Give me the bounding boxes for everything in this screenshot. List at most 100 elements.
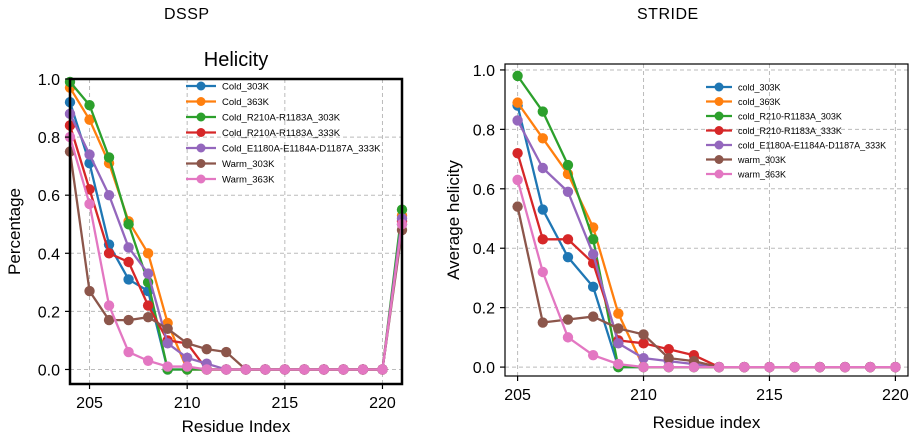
data-point	[84, 285, 95, 297]
data-point	[512, 201, 523, 212]
data-point	[123, 314, 134, 326]
y-tick-label: 0.4	[38, 246, 60, 263]
y-tick-label: 1.0	[38, 72, 60, 89]
data-point	[638, 338, 649, 349]
legend-label: cold_R210-R1183A_333K	[738, 126, 842, 136]
data-point	[181, 361, 193, 372]
data-point	[562, 251, 574, 263]
y-axis-label: Average helicity	[444, 160, 463, 280]
data-point	[84, 149, 95, 160]
legend-swatch-marker	[196, 159, 206, 168]
data-point	[103, 189, 115, 201]
data-point	[562, 314, 574, 325]
plot-title: Helicity	[204, 49, 268, 71]
data-point	[162, 361, 173, 372]
legend-swatch-marker	[714, 111, 724, 121]
data-point	[142, 248, 154, 259]
chart-1: 205 210 215 220 0.0 0.2 0.4 0.6 0.8 1.0 Helicity Re…	[5, 49, 408, 436]
data-point	[84, 198, 95, 210]
chart-2: 205 210 215 220 0.0 0.2 0.4 0.6 0.8 1.0 Residue in…	[444, 63, 909, 432]
series-warm_303K	[512, 201, 901, 373]
data-point	[764, 361, 775, 373]
data-point	[142, 300, 154, 311]
data-point	[512, 174, 523, 186]
data-point	[260, 364, 271, 375]
data-point	[221, 346, 232, 358]
x-tick-label: 215	[271, 395, 298, 412]
y-tick-label: 0.2	[38, 304, 60, 321]
data-point	[537, 266, 548, 278]
data-point	[663, 361, 674, 373]
x-tick-label: 205	[76, 395, 103, 412]
data-point	[377, 364, 388, 375]
y-tick-label: 0.6	[473, 182, 495, 199]
data-point	[84, 114, 95, 125]
data-point	[537, 133, 548, 144]
legend-label: cold_363K	[738, 97, 781, 107]
legend-swatch-marker	[196, 112, 206, 122]
legend-label: Cold_R210A-R1183A_303K	[222, 113, 341, 124]
data-point	[142, 268, 154, 279]
legend-swatch-marker	[196, 174, 206, 184]
data-point	[512, 97, 523, 108]
series-Warm_363K	[64, 131, 408, 375]
legend-label: Cold_R210A-R1183A_333K	[222, 128, 341, 139]
data-point	[279, 364, 291, 375]
data-point	[663, 352, 674, 364]
data-point	[142, 355, 154, 366]
data-point	[103, 314, 115, 326]
x-axis-label: Residue index	[653, 413, 761, 432]
data-point	[638, 329, 649, 340]
data-point	[201, 343, 212, 355]
data-point	[587, 281, 599, 293]
x-tick-label: 215	[756, 387, 783, 404]
data-point	[181, 352, 193, 364]
data-point	[299, 364, 310, 375]
y-tick-label: 0.8	[38, 130, 60, 147]
dssp-heading: DSSP	[164, 6, 210, 23]
x-tick-label: 205	[504, 387, 531, 404]
data-point	[142, 311, 154, 323]
legend-label: Warm_303K	[222, 159, 275, 170]
data-point	[123, 274, 134, 285]
legend-label: Cold_363K	[222, 97, 270, 108]
data-point	[318, 364, 330, 375]
data-point	[162, 323, 173, 335]
legend-swatch-marker	[196, 128, 206, 137]
data-point	[613, 338, 624, 349]
legend-label: Cold_303K	[222, 82, 270, 93]
stride-heading: STRIDE	[637, 6, 699, 23]
data-point	[890, 361, 901, 373]
data-point	[587, 311, 599, 322]
plot-frame	[68, 77, 404, 386]
data-point	[587, 350, 599, 361]
data-point	[221, 364, 232, 375]
legend-swatch-marker	[714, 97, 724, 106]
legend-label: warm_363K	[737, 170, 786, 180]
legend-swatch-marker	[714, 155, 724, 164]
series-line	[516, 179, 896, 369]
data-point	[512, 70, 523, 82]
data-point	[839, 361, 851, 373]
y-axis-label: Percentage	[5, 188, 24, 275]
legend: Cold_303K Cold_363K Cold_R210A-R1183A_303K…	[186, 81, 381, 186]
legend-swatch-marker	[714, 82, 724, 92]
y-tick-label: 0.4	[473, 241, 495, 258]
series-Cold_363K	[64, 82, 408, 375]
legend-swatch-marker	[196, 143, 206, 153]
legend-swatch-marker	[714, 126, 724, 135]
legend-label: cold_E1180A-E1184A-D1187A_333K	[738, 141, 886, 151]
x-tick-label: 210	[630, 387, 657, 404]
data-point	[537, 317, 548, 328]
data-point	[613, 308, 624, 319]
data-point	[865, 361, 876, 373]
y-tick-label: 0.0	[38, 362, 60, 379]
data-point	[562, 186, 574, 197]
data-point	[638, 352, 649, 364]
data-point	[512, 115, 523, 126]
data-point	[537, 162, 548, 174]
data-point	[613, 323, 624, 334]
legend-label: Warm_363K	[222, 175, 275, 186]
x-tick-label: 220	[882, 387, 909, 404]
